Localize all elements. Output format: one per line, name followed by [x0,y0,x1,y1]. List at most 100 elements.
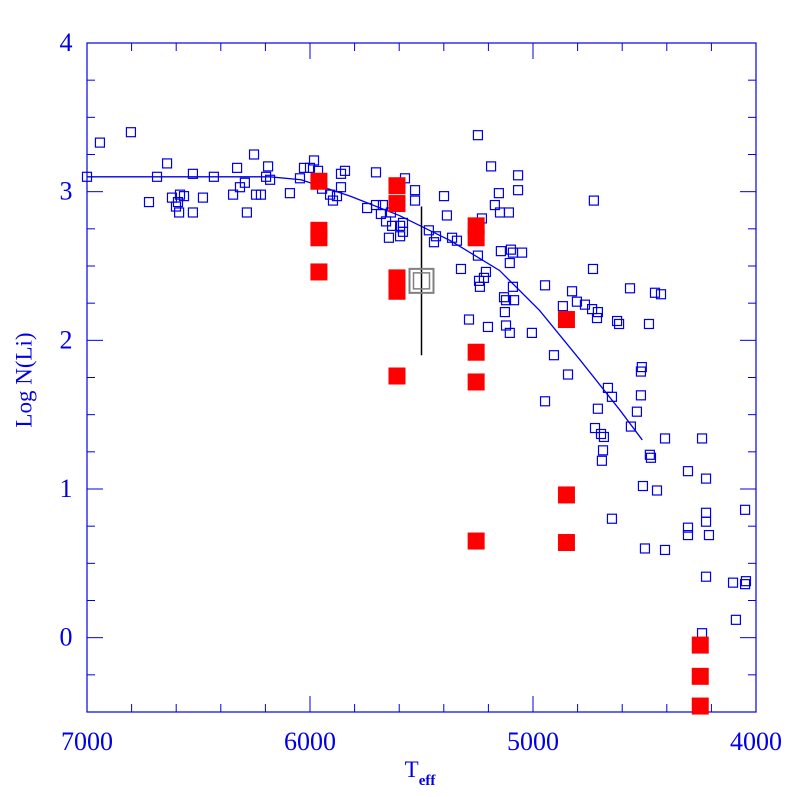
star-point [231,162,243,173]
star-point [539,396,551,407]
star-point [512,185,524,196]
star-point [591,312,603,324]
mean-point [408,267,435,294]
star-point [500,295,512,306]
cluster-point [467,373,485,391]
star-point [262,161,274,172]
star-point [239,177,250,188]
star-point [94,137,106,148]
star-point [613,318,625,330]
cluster-point [310,172,328,190]
star-point [597,445,609,456]
star-point [255,189,267,200]
star-point [557,301,568,312]
star-point [624,283,636,294]
star-point [500,320,512,331]
star-point [505,244,517,255]
star-point [495,246,506,257]
star-point [455,263,467,275]
x-tick-label: 5000 [507,727,559,756]
star-point [631,406,643,417]
star-point [339,165,351,176]
y-tick-label: 1 [60,474,73,503]
cluster-point [310,229,328,247]
plot-frame [86,42,757,713]
cluster-point [691,636,709,654]
star-point [644,449,655,460]
star-point [592,306,603,318]
star-point [143,196,155,208]
star-point [125,127,137,138]
star-point [700,571,712,582]
cluster-point [310,263,328,281]
star-point [370,167,382,178]
star-point [587,263,599,275]
star-point [589,422,601,434]
star-point [485,161,497,172]
star-point [639,543,651,554]
star-point [335,182,347,193]
star-point [507,247,519,258]
star-point [696,433,708,444]
x-axis-label-main: T [405,757,419,782]
star-point [739,579,751,590]
star-point [187,207,199,218]
star-point [480,266,492,278]
cluster-point [691,697,709,715]
star-point [504,327,515,338]
star-point [592,403,603,414]
star-point [294,173,306,184]
star-point [740,576,752,587]
star-point [682,466,694,477]
star-point [472,130,484,141]
star-point [482,321,494,333]
star-point [397,226,409,237]
y-axis-label: Log N(Li) [11,332,36,427]
cluster-point [388,195,406,213]
star-point [478,272,490,283]
star-point [595,428,607,440]
x-tick-label: 7000 [61,727,113,756]
star-point [441,210,453,221]
x-tick-label: 6000 [284,727,336,756]
star-point [596,455,608,466]
x-axis-label-sub: eff [419,773,437,789]
star-point [703,529,715,541]
star-point [178,191,190,202]
star-point [645,452,657,463]
star-point [324,189,336,200]
star-point [438,191,450,202]
star-point [598,431,610,443]
star-point [493,188,504,199]
cluster-point [557,311,575,329]
star-point [700,473,712,484]
star-point [187,168,199,179]
mean-point-inner [412,272,431,290]
star-point [571,296,583,307]
star-point [498,292,510,303]
star-point [508,295,520,306]
star-point [409,185,421,196]
star-point [625,421,636,432]
star-point [562,369,574,380]
x-tick-label: 4000 [730,727,782,756]
cluster-point [388,282,406,300]
star-point [173,207,185,218]
star-point [516,247,528,258]
star-point [463,314,475,325]
star-point [636,361,647,373]
star-point [383,232,395,243]
star-point [361,202,373,214]
star-point [696,628,708,639]
star-point [170,201,182,212]
star-point [308,155,320,166]
star-point [503,207,515,218]
star-point [566,286,578,297]
cluster-point [691,667,709,685]
star-point [284,188,296,199]
star-point [409,195,421,206]
star-point [659,433,671,444]
star-point [264,174,276,185]
star-point [227,189,239,200]
